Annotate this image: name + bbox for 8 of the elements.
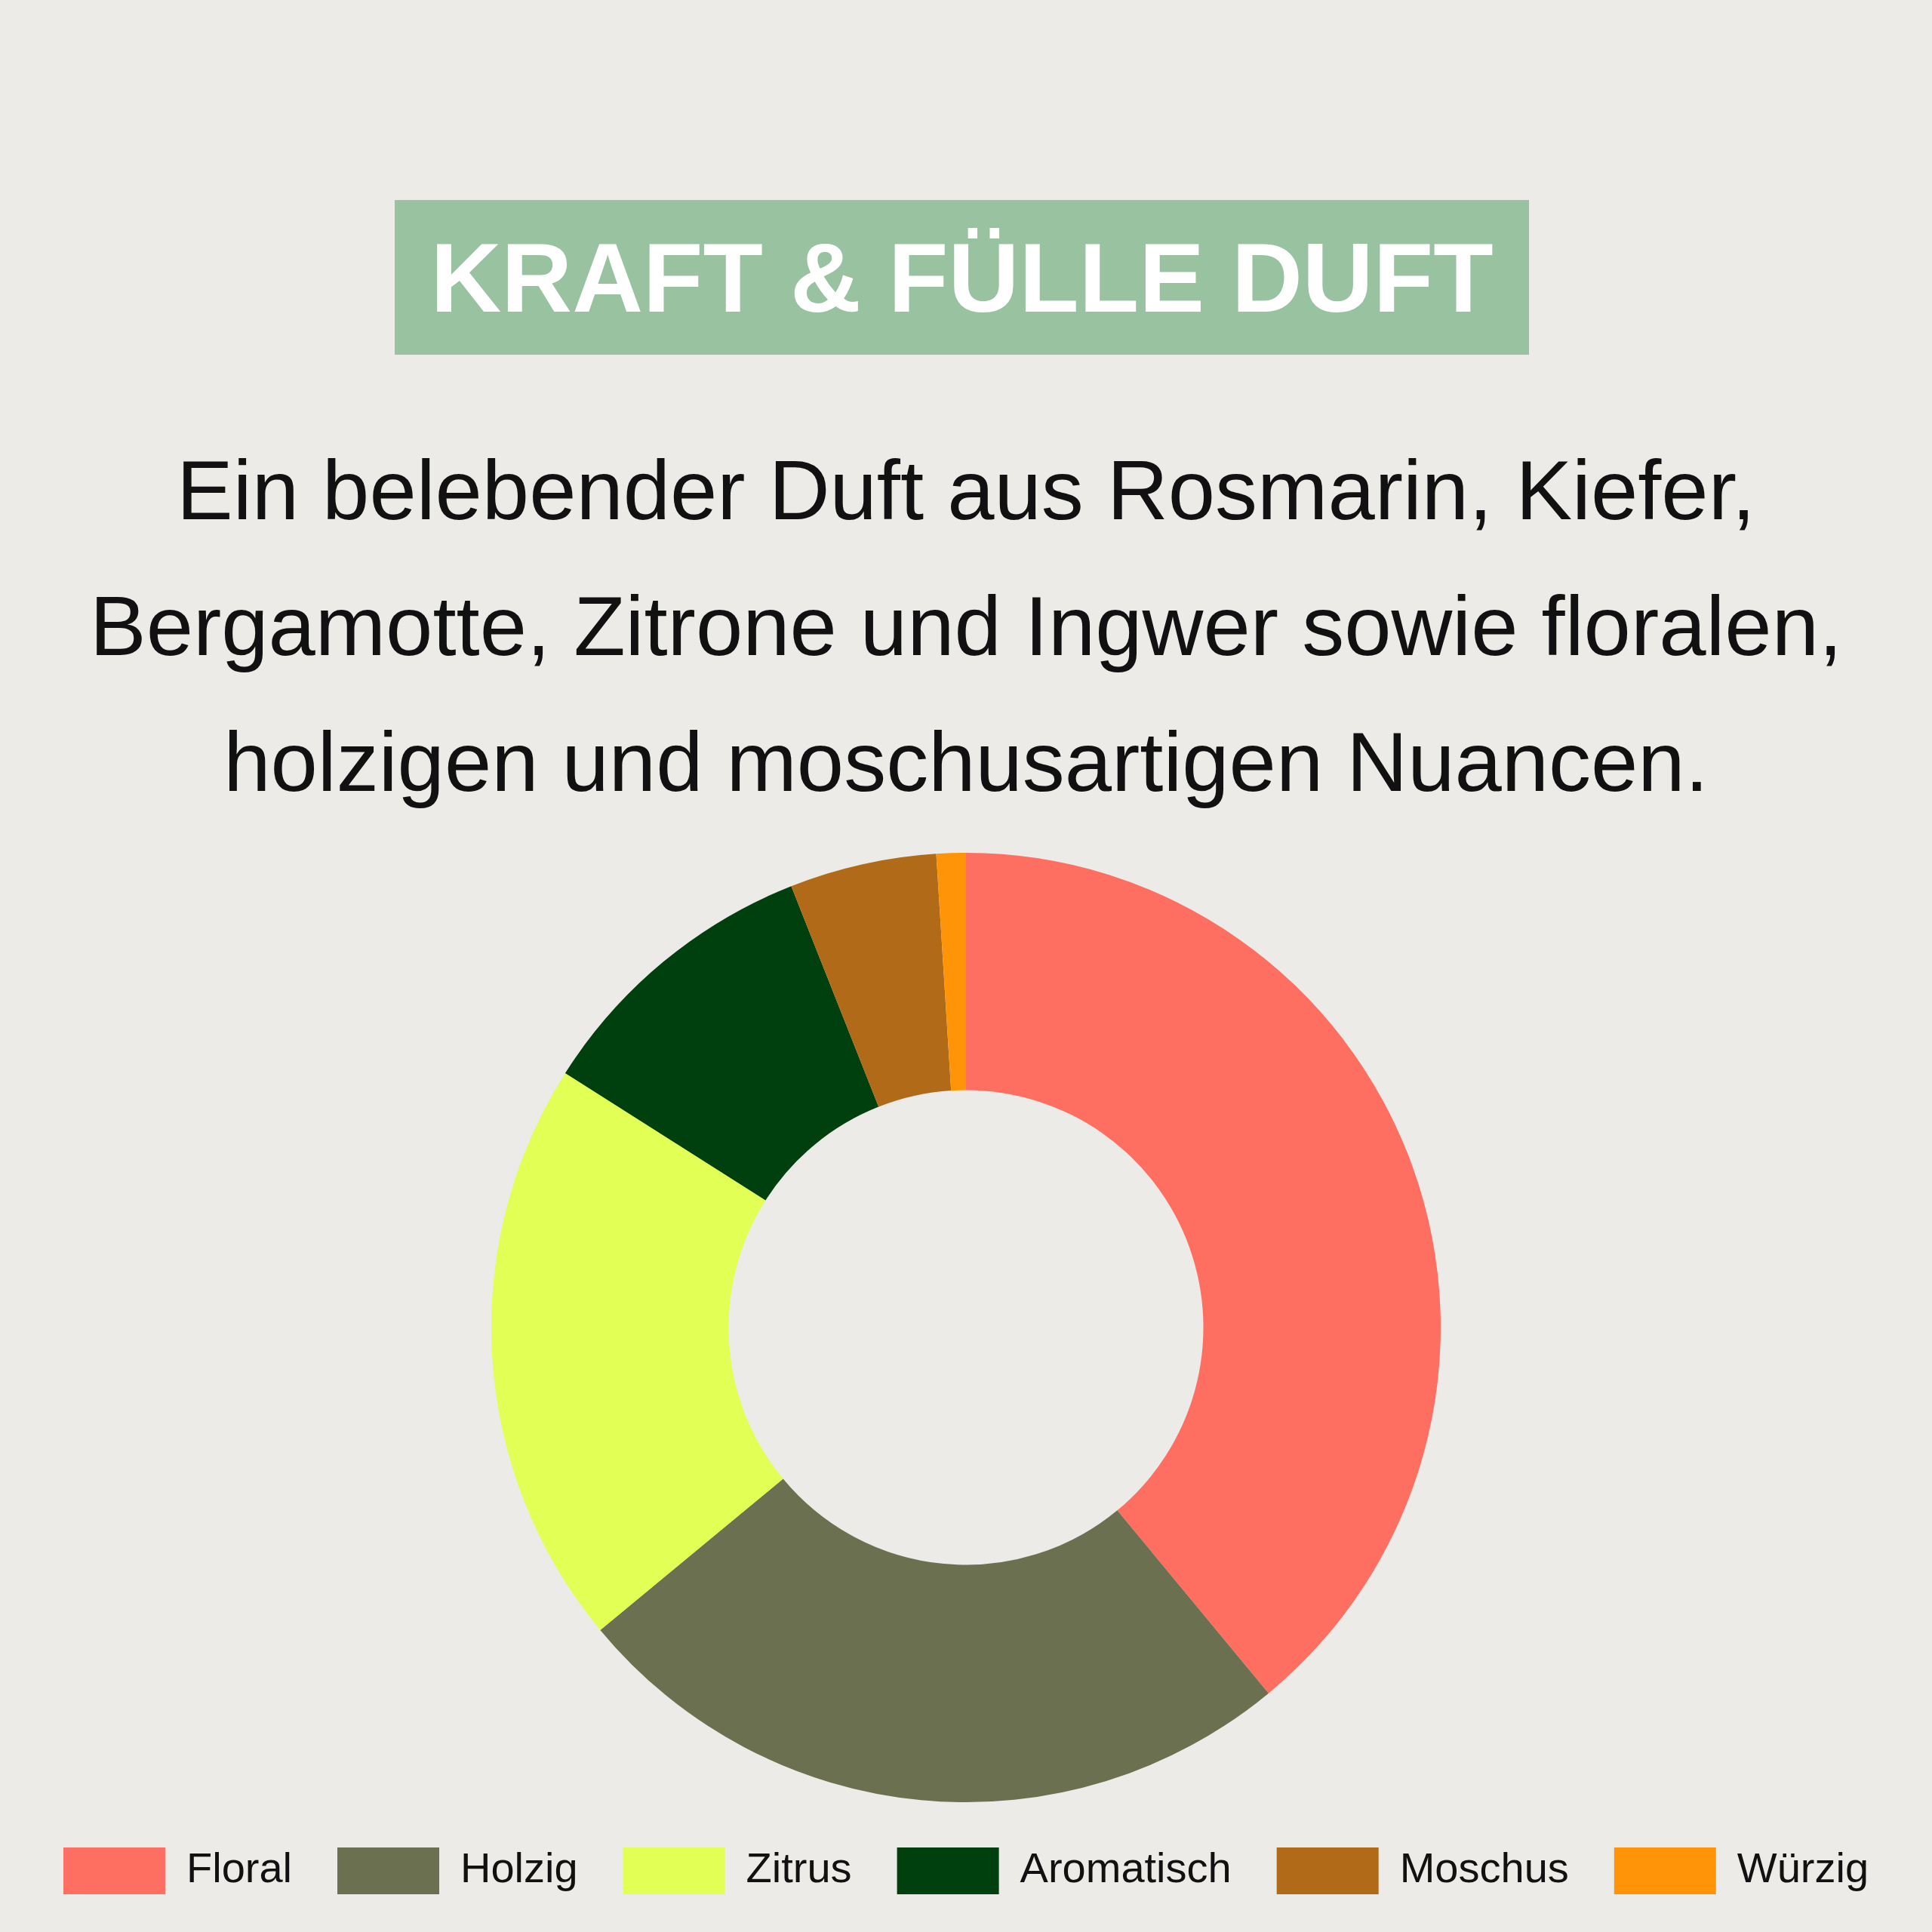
legend-label: Moschus: [1399, 1844, 1569, 1892]
legend-label: Würzig: [1737, 1844, 1869, 1892]
legend-label: Floral: [186, 1844, 293, 1892]
chart-subtitle: Ein belebender Duft aus Rosmarin, Kiefer, Bergamotte, Zitrone und Ingwer sowie floralen, holzigen und moschusartigen Nuancen.: [88, 442, 1844, 811]
chart-title: KRAFT & FÜLLE DUFT: [395, 200, 1529, 355]
legend-label: Holzig: [460, 1844, 578, 1892]
legend-label: Zitrus: [746, 1844, 852, 1892]
legend-label: Aromatisch: [1020, 1844, 1232, 1892]
